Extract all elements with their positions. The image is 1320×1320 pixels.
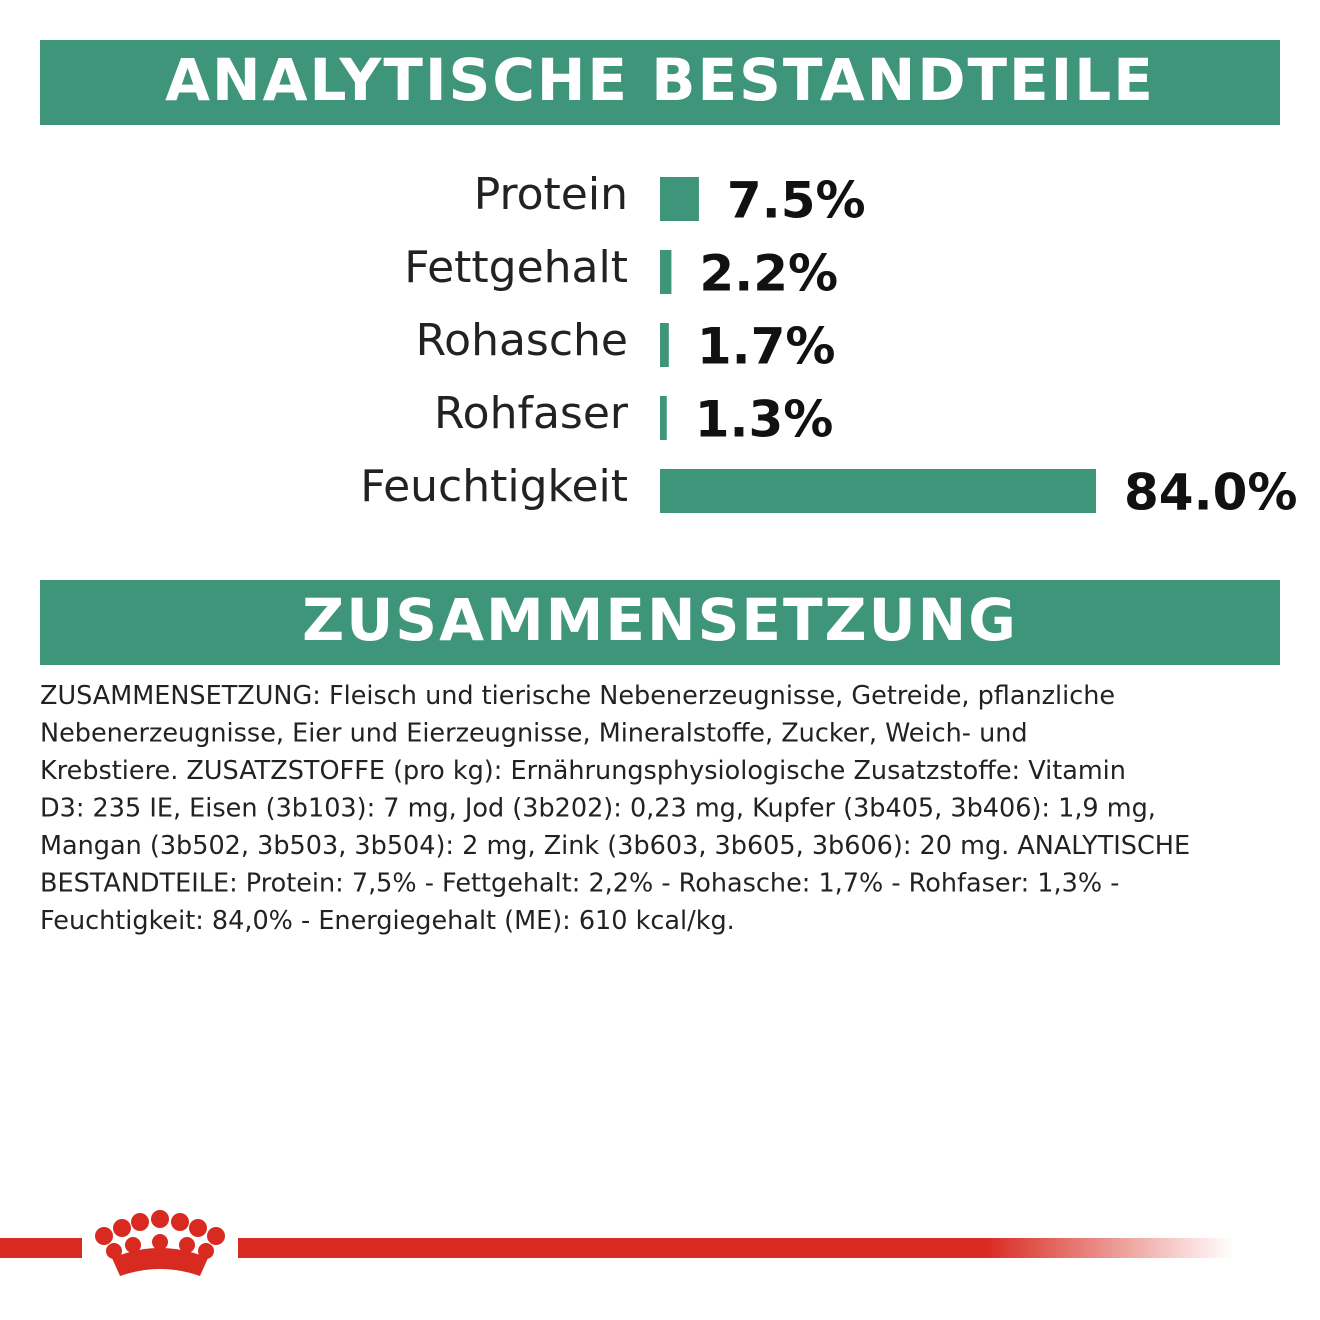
category-label: Rohfaser <box>434 388 629 439</box>
header-band <box>40 580 1280 665</box>
value-label: 2.2% <box>699 245 838 303</box>
text-line: Mangan (3b502, 3b503, 3b504): 2 mg, Zink… <box>40 831 1190 861</box>
text-line: D3: 235 IE, Eisen (3b103): 7 mg, Jod (3b… <box>40 794 1156 824</box>
header-band <box>40 40 1280 125</box>
bar <box>660 323 669 367</box>
text-line: Feuchtigkeit: 84,0% - Energiegehalt (ME)… <box>40 906 735 936</box>
logo-line <box>0 1238 82 1258</box>
bar <box>660 396 667 440</box>
logo <box>0 1210 1233 1276</box>
text-line: Krebstiere. ZUSATZSTOFFE (pro kg): Ernäh… <box>40 756 1126 786</box>
bar <box>660 250 672 294</box>
value-label: 1.7% <box>697 318 836 376</box>
text-line: ZUSAMMENSETZUNG: Fleisch und tierische N… <box>40 681 1115 711</box>
logo-line <box>238 1238 1233 1258</box>
bar <box>660 177 699 221</box>
category-label: Fettgehalt <box>404 242 628 293</box>
text-line: BESTANDTEILE: Protein: 7,5% - Fettgehalt… <box>40 869 1119 899</box>
section-title: ZUSAMMENSETZUNG <box>302 586 1018 654</box>
crown-pearls <box>95 1210 225 1259</box>
category-label: Rohasche <box>416 315 628 366</box>
chart-title: ANALYTISCHE BESTANDTEILE <box>165 46 1155 114</box>
category-label: Protein <box>474 169 628 220</box>
value-label: 1.3% <box>695 391 834 449</box>
value-label: 7.5% <box>727 172 866 230</box>
composition-text: ZUSAMMENSETZUNG: Fleisch und tierische N… <box>40 681 1190 936</box>
crown-base <box>112 1248 208 1276</box>
category-label: Feuchtigkeit <box>360 461 628 512</box>
bar <box>660 469 1096 513</box>
value-label: 84.0% <box>1124 464 1297 522</box>
text-line: Nebenerzeugnisse, Eier und Eierzeugnisse… <box>40 719 1028 749</box>
